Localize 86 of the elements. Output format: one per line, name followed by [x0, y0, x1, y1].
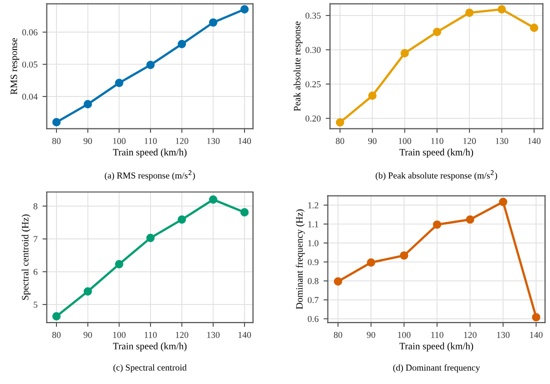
point — [400, 49, 409, 58]
point — [209, 195, 218, 204]
y-tick-label: 0.04 — [22, 94, 38, 100]
point — [240, 208, 249, 217]
y-tick-label: 0.9 — [308, 259, 318, 266]
point — [432, 220, 442, 229]
x-tick-label: 80 — [52, 138, 61, 144]
x-axis-title: Train speed (km/h) — [400, 148, 474, 158]
point — [498, 5, 506, 14]
point — [146, 234, 155, 242]
y-tick-label: 0.30 — [306, 46, 321, 54]
y-tick-label: 1.1 — [308, 221, 318, 228]
y-tick-label: 0.8 — [308, 278, 318, 284]
x-axis-title: Train speed (km/h) — [112, 148, 187, 158]
x-tick-label: 120 — [463, 138, 476, 144]
x-tick-label: 140 — [238, 138, 251, 144]
x-tick-label: 90 — [84, 138, 92, 144]
y-tick-label: 0.35 — [306, 12, 321, 19]
point — [400, 251, 408, 260]
point — [466, 215, 474, 224]
point — [84, 287, 92, 296]
point — [114, 260, 124, 268]
y-tick-label: 0.05 — [22, 61, 38, 68]
y-tick-label: 1.2 — [308, 202, 318, 208]
point — [84, 100, 92, 108]
point — [114, 78, 124, 88]
x-tick-label: 120 — [464, 332, 477, 338]
point — [209, 18, 218, 27]
y-tick-label: 0.06 — [22, 29, 38, 36]
x-tick-label: 80 — [336, 138, 344, 144]
x-tick-label: 100 — [398, 332, 410, 338]
y-tick-label: 0.20 — [306, 115, 321, 122]
point — [465, 8, 474, 17]
x-tick-label: 80 — [334, 332, 342, 338]
x-tick-label: 130 — [496, 138, 508, 144]
point — [52, 312, 61, 320]
x-tick-label: 130 — [207, 332, 220, 338]
x-axis-title: Train speed (km/h) — [112, 342, 187, 352]
text: (c) Spectral centroid — [113, 364, 187, 372]
point — [366, 258, 376, 267]
x-tick-label: 140 — [238, 332, 251, 338]
x-tick-label: 120 — [176, 332, 188, 338]
x-tick-label: 130 — [207, 138, 220, 144]
x-tick-label: 130 — [497, 332, 510, 338]
point — [498, 198, 508, 206]
y-tick-label: 5 — [34, 302, 38, 308]
y-axis-title: Spectral centroid (Hz) — [22, 214, 30, 300]
point — [336, 118, 344, 127]
x-tick-label: 140 — [530, 332, 543, 338]
point — [532, 313, 540, 322]
point — [432, 28, 442, 36]
x-tick-label: 90 — [84, 332, 92, 338]
y-tick-label: 0.7 — [308, 296, 319, 304]
y-tick-label: 0.25 — [306, 81, 321, 88]
y-tick-label: 0.6 — [308, 316, 319, 322]
x-tick-label: 100 — [398, 138, 412, 144]
x-tick-label: 110 — [144, 138, 157, 144]
y-tick-label: 1.0 — [308, 240, 318, 246]
y-axis-title: RMS response — [10, 38, 20, 94]
x-tick-label: 110 — [431, 332, 444, 338]
text: (a) RMS response (m/s$^{2}$) — [104, 170, 195, 180]
x-tick-label: 90 — [366, 332, 376, 338]
text: (d) Dominant frequency — [393, 364, 480, 373]
x-tick-label: 90 — [368, 138, 377, 144]
x-tick-label: 140 — [528, 138, 541, 144]
point — [368, 92, 377, 100]
point — [52, 118, 61, 126]
x-tick-label: 100 — [113, 332, 126, 338]
y-axis-title: Peak absolute response — [294, 21, 302, 112]
x-tick-label: 110 — [431, 138, 444, 144]
point — [530, 24, 538, 32]
x-tick-label: 120 — [176, 138, 188, 144]
x-tick-label: 100 — [113, 138, 126, 144]
y-axis-title: Dominant frequency (Hz) — [296, 209, 305, 310]
point — [178, 40, 186, 48]
x-tick-label: 110 — [144, 332, 157, 338]
text: (b) Peak absolute response (m/s$^{2}$) — [376, 170, 498, 180]
point — [146, 60, 155, 70]
y-tick-label: 8 — [34, 203, 38, 210]
y-tick-label: 7 — [34, 236, 38, 242]
x-tick-label: 80 — [52, 332, 61, 338]
point — [178, 215, 186, 224]
x-axis-title: Train speed (km/h) — [400, 342, 474, 352]
point — [334, 277, 342, 286]
y-tick-label: 6 — [34, 268, 38, 275]
point — [240, 5, 249, 14]
